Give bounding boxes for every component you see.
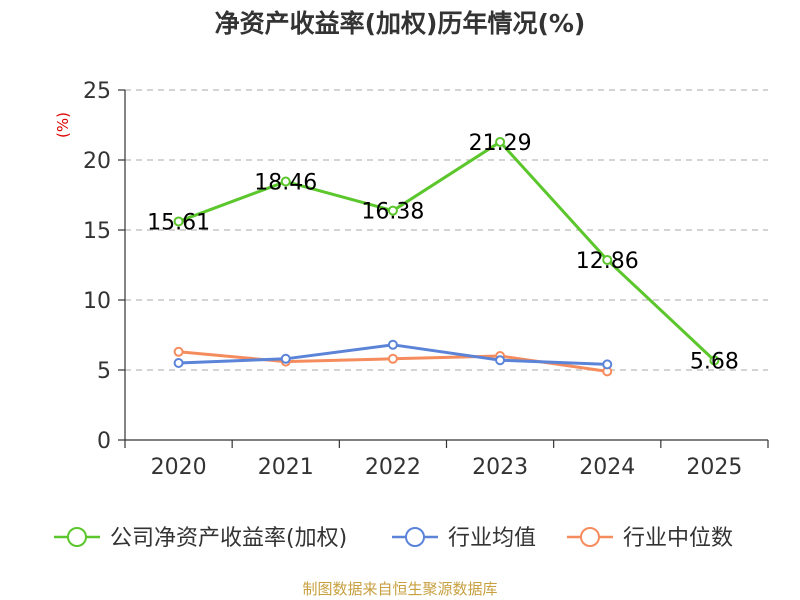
data-point — [387, 205, 398, 216]
data-point — [387, 353, 398, 364]
y-axis-label: (%) — [54, 112, 72, 138]
data-label: 16.38 — [361, 200, 424, 225]
data-label: 21.29 — [469, 131, 532, 156]
data-point — [280, 353, 291, 364]
y-tick-label: 5 — [97, 359, 111, 384]
legend-label: 公司净资产收益率(加权) — [110, 526, 347, 551]
legend-marker — [405, 527, 425, 547]
series-line — [178, 140, 716, 362]
data-point — [173, 216, 184, 227]
series-1 — [173, 136, 720, 366]
data-point — [173, 358, 184, 368]
series-layer — [173, 136, 720, 377]
chart-title: 净资产收益率(加权)历年情况(%) — [215, 9, 586, 38]
data-point — [495, 355, 506, 366]
data-point — [280, 176, 291, 187]
legend-label: 行业均值 — [448, 526, 536, 551]
y-tick-label: 25 — [83, 79, 111, 104]
data-point — [495, 136, 506, 147]
x-tick-label: 2022 — [365, 455, 421, 480]
legend-marker — [67, 527, 87, 547]
data-point — [709, 355, 720, 366]
legend-item-1: 公司净资产收益率(加权) — [54, 526, 347, 551]
data-labels: 15.61 18.46 16.38 21.29 12.86 5.68 — [147, 131, 739, 375]
data-label: 15.61 — [147, 210, 210, 235]
legend: 公司净资产收益率(加权) 行业均值 行业中位数 — [54, 526, 733, 551]
legend-label: 行业中位数 — [623, 526, 733, 551]
legend-item-2: 行业均值 — [392, 526, 536, 551]
data-point — [387, 339, 398, 350]
series-2 — [173, 339, 613, 370]
x-tick-label: 2021 — [258, 455, 314, 480]
y-tick-label: 15 — [83, 219, 111, 244]
legend-marker — [580, 527, 600, 547]
x-tick-label: 2024 — [579, 455, 635, 480]
data-label: 12.86 — [576, 249, 639, 274]
data-point — [173, 346, 184, 357]
source-note: 制图数据来自恒生聚源数据库 — [302, 580, 497, 598]
x-tick-label: 2025 — [686, 455, 742, 480]
y-tick-label: 10 — [83, 289, 111, 314]
gridlines — [125, 89, 768, 371]
x-tick-label: 2020 — [151, 455, 207, 480]
data-point — [602, 359, 613, 370]
data-point — [602, 254, 613, 265]
legend-item-3: 行业中位数 — [567, 526, 733, 551]
y-tick-label: 20 — [83, 149, 111, 174]
data-label: 18.46 — [254, 171, 317, 196]
y-tick-label: 0 — [97, 429, 111, 454]
x-tick-label: 2023 — [472, 455, 528, 480]
data-label: 5.68 — [690, 349, 739, 374]
